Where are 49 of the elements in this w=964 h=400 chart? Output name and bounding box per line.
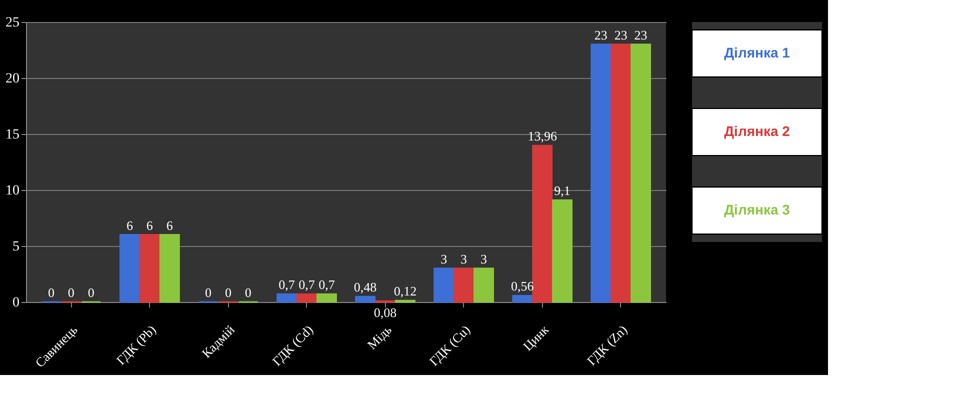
y-tick-label: 25 [6,16,20,30]
data-label: 0,12 [394,284,417,299]
data-label: 0 [68,285,74,300]
data-label: 0,08 [374,305,397,320]
bar [316,293,337,303]
bar [454,268,474,303]
data-label: 6 [146,218,154,233]
y-tick-label: 15 [6,128,20,142]
data-label: 3 [480,251,488,266]
data-label: 13,96 [528,128,558,144]
bar [474,268,494,303]
bar [139,234,160,303]
text: Ділянка 1 [724,44,790,60]
bar [434,268,454,303]
y-tick-label: 20 [6,72,20,86]
data-label: 0,7 [298,277,316,292]
y-tick-label: 0 [12,296,20,310]
bar [610,44,632,303]
bar [119,234,140,303]
data-label: 0 [244,285,252,300]
y-tick-label: 5 [12,240,20,254]
data-label: 0 [224,285,232,300]
data-label: 6 [126,218,134,233]
data-label: 0,48 [354,280,377,295]
data-label: 23 [614,27,628,42]
bar [552,199,573,303]
data-label: 0 [48,285,54,300]
bar [159,234,180,303]
bar [276,293,298,303]
data-label: 23 [634,27,648,42]
data-label: 3 [460,251,468,266]
x-tick-label: Мідь [364,322,395,352]
data-label: 0 [88,285,94,300]
data-label: 0,7 [318,277,336,292]
data-label: 6 [166,218,174,233]
bar [512,294,533,303]
data-label: 3 [440,251,448,266]
bar [355,296,376,303]
y-tick-label: 10 [6,184,20,198]
data-label: 0 [204,285,212,300]
bar [590,44,612,303]
data-label: 0,7 [278,277,296,292]
data-label: 23 [594,27,608,42]
text: Ділянка 2 [724,123,790,139]
bar [296,293,317,303]
bar [532,144,553,303]
text: Ділянка 3 [724,202,790,218]
data-label: 9,1 [554,183,570,198]
bar [630,44,652,303]
